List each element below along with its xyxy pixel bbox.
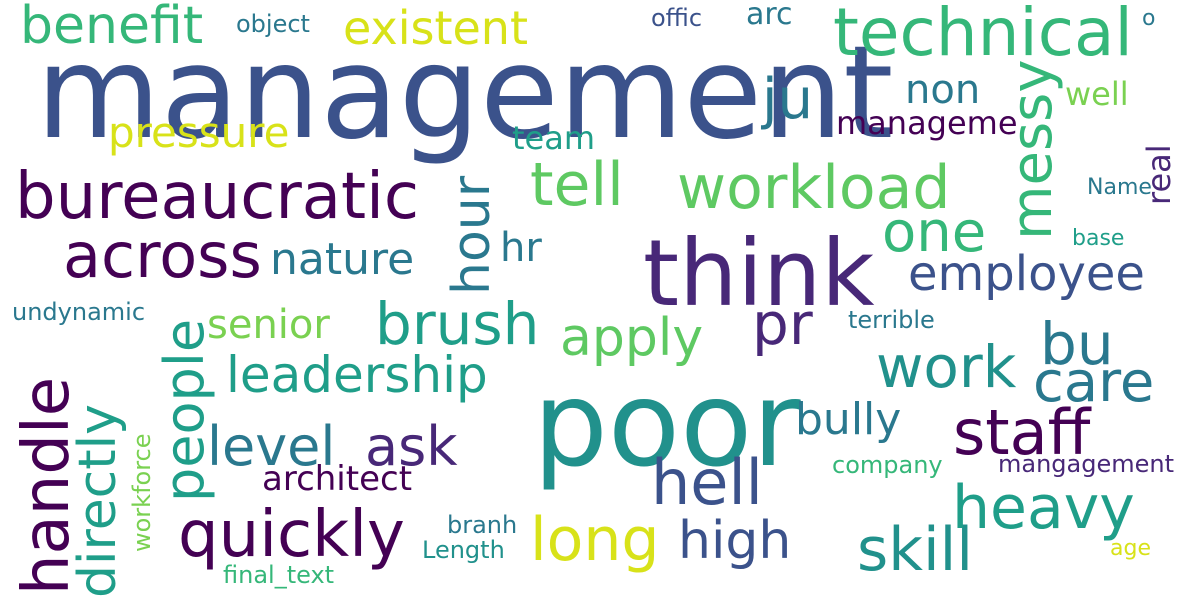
word-tell: tell [530, 150, 624, 220]
word-think: think [643, 220, 875, 327]
word-across: across [63, 219, 262, 292]
word-high: high [678, 511, 792, 571]
word-non: non [905, 67, 981, 113]
word-well: well [1065, 75, 1129, 113]
word-base: base [1072, 226, 1125, 251]
word-care: care [1033, 350, 1155, 415]
word-messy: messy [1000, 59, 1065, 241]
word-workforce: workforce [128, 433, 156, 552]
word-poor: poor [533, 355, 801, 493]
word-leadership: leadership [226, 346, 488, 404]
word-bully: bully [795, 394, 902, 445]
word-workload: workload [677, 153, 951, 223]
word-work: work [876, 333, 1017, 401]
word-offic: offic [651, 4, 703, 32]
word-architect: architect [262, 459, 413, 499]
word-apply: apply [560, 308, 704, 368]
word-long: long [530, 505, 660, 575]
word-o: o [1142, 6, 1156, 31]
word-undynamic: undynamic [12, 298, 146, 326]
word-object: object [236, 10, 310, 38]
word-name: Name [1087, 175, 1152, 200]
word-technical: technical [833, 0, 1133, 71]
word-real: real [1140, 144, 1178, 205]
word-arc: arc [746, 0, 793, 32]
word-people: people [153, 318, 216, 502]
word-pressure: pressure [108, 108, 290, 157]
word-benefit: benefit [20, 0, 204, 56]
word-bureaucratic: bureaucratic [15, 160, 420, 234]
word-terrible: terrible [848, 306, 935, 334]
word-senior: senior [207, 302, 330, 348]
word-skill: skill [857, 515, 974, 585]
word-ask: ask [365, 415, 458, 478]
word-hour: hour [442, 175, 502, 295]
word-quickly: quickly [178, 498, 405, 572]
word-directly: directly [68, 404, 128, 598]
word-length: Length [422, 536, 505, 564]
word-nature: nature [270, 234, 415, 285]
word-hr: hr [500, 225, 542, 271]
word-brush: brush [375, 290, 540, 358]
word-heavy: heavy [952, 473, 1135, 543]
word-existent: existent [343, 1, 528, 55]
word-mangagement: mangagement [998, 450, 1175, 478]
word-ju: ju [762, 67, 814, 132]
word-one: one [882, 200, 987, 265]
word-team: team [512, 119, 596, 157]
word-staff: staff [953, 396, 1091, 469]
word-management: management [36, 19, 894, 168]
word-bu: bu [1040, 310, 1114, 378]
word-company: company [832, 451, 943, 479]
word-branh: branh [447, 511, 518, 539]
word-age: age [1110, 536, 1151, 561]
word-final-text: final_text [223, 561, 335, 589]
word-employee: employee [908, 246, 1145, 302]
word-hell: hell [651, 446, 763, 519]
word-level: level [207, 415, 336, 478]
word-pr: pr [752, 290, 813, 358]
word-manageme: manageme [836, 104, 1018, 142]
